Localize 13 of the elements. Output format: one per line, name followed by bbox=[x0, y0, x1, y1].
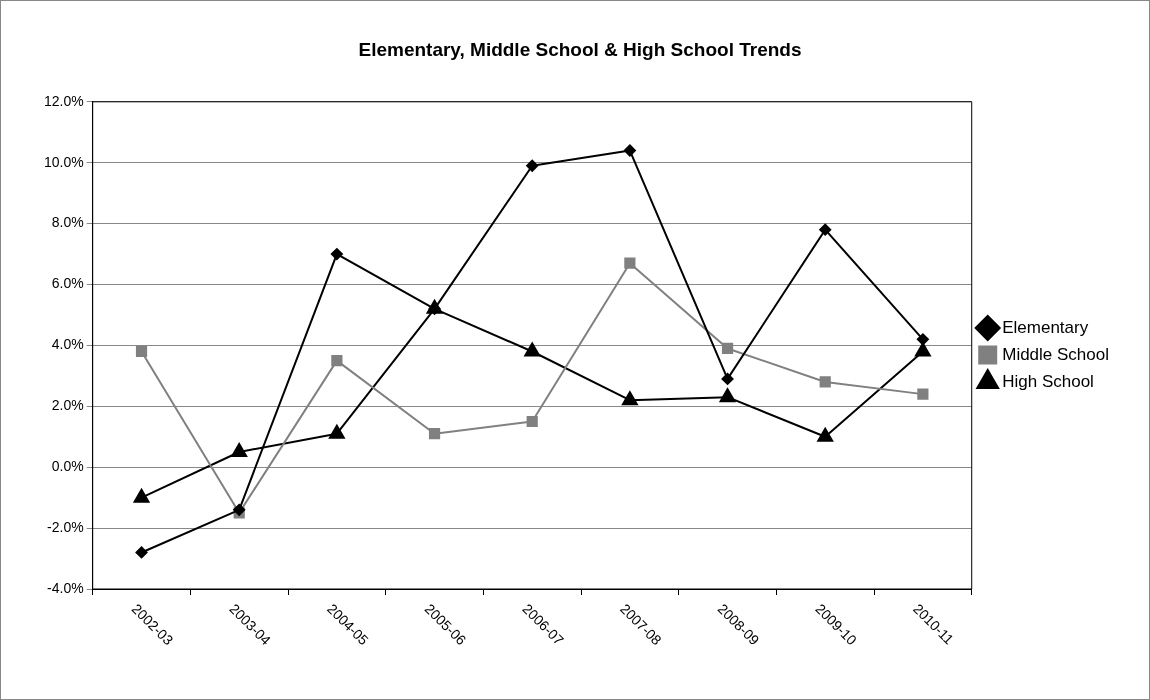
y-tick-label: -2.0% bbox=[47, 518, 84, 535]
y-tick-label: 0.0% bbox=[51, 458, 84, 475]
legend-label: High School bbox=[1002, 371, 1094, 391]
y-tick-label: 8.0% bbox=[51, 214, 84, 231]
y-tick-label: 10.0% bbox=[43, 153, 84, 170]
legend-label: Elementary bbox=[1002, 317, 1089, 337]
chart-title: Elementary, Middle School & High School Trends bbox=[358, 38, 802, 60]
y-tick-label: 2.0% bbox=[51, 397, 84, 414]
y-tick-label: 4.0% bbox=[51, 336, 84, 353]
y-tick-label: -4.0% bbox=[47, 579, 84, 596]
y-tick-label: 6.0% bbox=[51, 275, 84, 292]
y-tick-label: 12.0% bbox=[43, 92, 84, 109]
legend-label: Middle School bbox=[1002, 344, 1109, 364]
